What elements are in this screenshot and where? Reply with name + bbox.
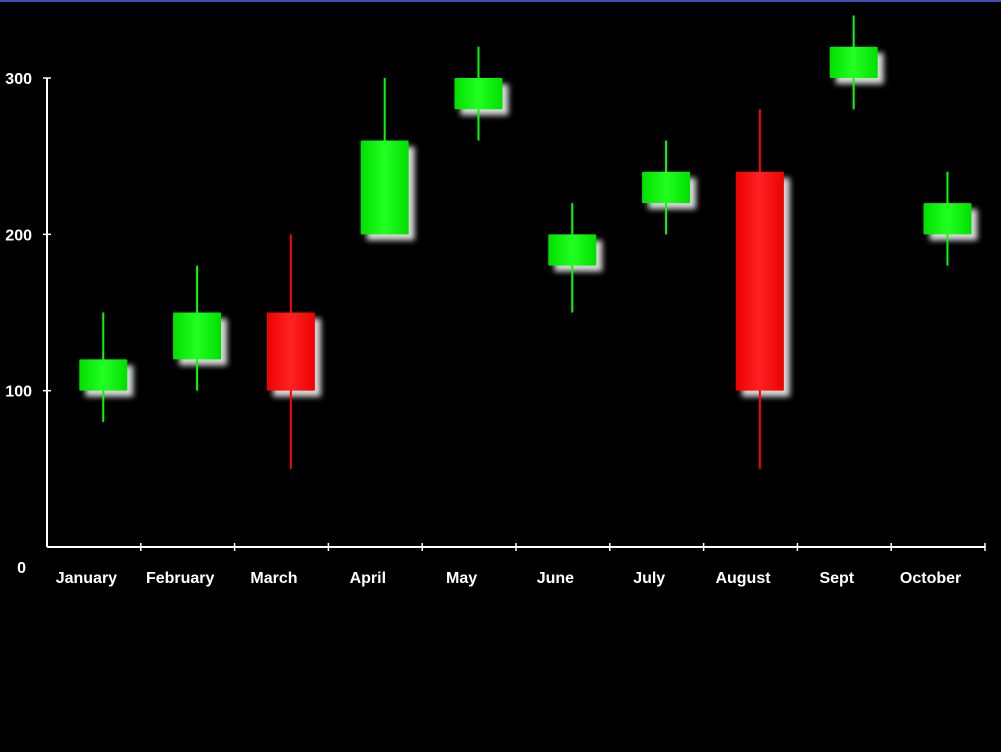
x-tick-label: May [446, 570, 477, 587]
candle-body-april [360, 140, 409, 235]
x-tick-label: July [633, 570, 665, 587]
x-tick-label: August [715, 570, 771, 587]
candle-body-july [642, 171, 691, 204]
x-tick-label: April [350, 570, 386, 587]
candle-shadows [85, 21, 978, 475]
y-tick-label: 100 [5, 384, 32, 401]
x-tick-label: Sept [819, 570, 854, 587]
candle-body-august [735, 171, 784, 391]
x-tick-label: February [146, 570, 215, 587]
x-tick-label: October [900, 570, 961, 587]
y-tick-label: 0 [17, 560, 26, 577]
candles [79, 15, 972, 469]
candle-body-february [173, 312, 222, 360]
x-tick-label: January [56, 570, 117, 587]
candle-body-march [266, 312, 315, 391]
candle-body-sept [829, 46, 878, 79]
window-top-border [0, 0, 1001, 2]
x-tick-label: June [537, 570, 574, 587]
candle-body-may [454, 78, 503, 110]
y-tick-label: 200 [5, 227, 32, 244]
candle-body-june [548, 234, 597, 266]
axis-labels: January February March April May June July Augu… [5, 71, 961, 587]
candle-body-january [79, 359, 128, 391]
candle-body-october [923, 203, 972, 235]
y-tick-label: 300 [5, 71, 32, 88]
axes [43, 77, 986, 551]
x-tick-label: March [250, 570, 297, 587]
